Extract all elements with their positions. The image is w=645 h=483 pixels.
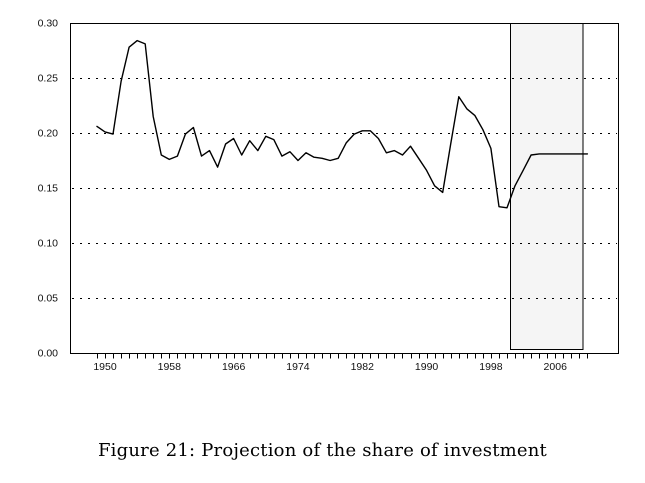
x-tick-label: 1958 bbox=[158, 361, 182, 373]
x-tick-label: 1990 bbox=[415, 361, 439, 373]
x-tick-label: 1974 bbox=[286, 361, 310, 373]
y-tick-label: 0.30 bbox=[38, 18, 59, 30]
y-tick-label: 0.15 bbox=[38, 183, 59, 195]
investment-series-line bbox=[96, 39, 589, 209]
x-tick-label: 1998 bbox=[479, 361, 503, 373]
y-tick-label: 0.05 bbox=[38, 293, 59, 305]
investment-projection-chart: 1950 1958 1966 1974 1982 1990 1998 2006 0.00 0.05… bbox=[38, 18, 619, 373]
projection-band bbox=[510, 23, 584, 350]
x-tick-label: 2006 bbox=[544, 361, 568, 373]
y-tick-label: 0.25 bbox=[38, 73, 59, 85]
x-tick-label: 1950 bbox=[93, 361, 117, 373]
y-tick-label: 0.00 bbox=[38, 348, 59, 360]
investment-projection-figure: 1950 1958 1966 1974 1982 1990 1998 2006 0.00 0.05… bbox=[38, 18, 619, 373]
x-tick-label: 1966 bbox=[222, 361, 246, 373]
x-tick-label: 1982 bbox=[351, 361, 375, 373]
figure-caption: Figure 21: Projection of the share of in… bbox=[97, 440, 547, 461]
y-tick-label: 0.20 bbox=[38, 128, 59, 140]
y-tick-label: 0.10 bbox=[38, 238, 59, 250]
plot-frame bbox=[70, 23, 619, 354]
